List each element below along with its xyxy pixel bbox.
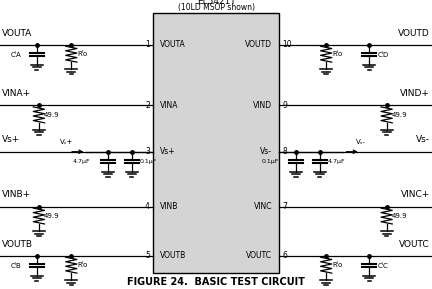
Text: VINA+: VINA+ bbox=[2, 89, 31, 98]
Text: VOUTD: VOUTD bbox=[398, 29, 430, 38]
Text: 2: 2 bbox=[145, 101, 150, 110]
Text: CᴵC: CᴵC bbox=[377, 263, 388, 269]
Bar bbox=[153, 13, 279, 273]
Text: 4: 4 bbox=[145, 202, 150, 211]
Text: VOUTC: VOUTC bbox=[399, 240, 430, 249]
Text: VOUTB: VOUTB bbox=[2, 240, 33, 249]
Text: 0.1μF: 0.1μF bbox=[261, 159, 279, 164]
Text: FIGURE 24.  BASIC TEST CIRCUIT: FIGURE 24. BASIC TEST CIRCUIT bbox=[127, 277, 305, 287]
Text: CᴵD: CᴵD bbox=[377, 52, 388, 58]
Text: Vₛ+: Vₛ+ bbox=[60, 138, 73, 144]
Text: 9: 9 bbox=[282, 101, 287, 110]
Text: Rᴵo: Rᴵo bbox=[78, 51, 88, 57]
Text: (10LD MSOP shown): (10LD MSOP shown) bbox=[178, 3, 254, 12]
Text: 49.9: 49.9 bbox=[44, 213, 60, 219]
Text: VINC+: VINC+ bbox=[400, 190, 430, 199]
Text: 4.7μF: 4.7μF bbox=[327, 159, 345, 164]
Text: 1: 1 bbox=[145, 40, 150, 49]
Text: EL5421T: EL5421T bbox=[197, 0, 235, 6]
Text: 5: 5 bbox=[145, 251, 150, 260]
Text: VOUTD: VOUTD bbox=[245, 40, 272, 49]
Text: 7: 7 bbox=[282, 202, 287, 211]
Text: 49.9: 49.9 bbox=[392, 213, 407, 219]
Text: VOUTA: VOUTA bbox=[2, 29, 32, 38]
Text: 49.9: 49.9 bbox=[392, 112, 407, 118]
Text: 4.7μF: 4.7μF bbox=[73, 159, 91, 164]
Text: Vs-: Vs- bbox=[416, 136, 430, 144]
Text: VOUTA: VOUTA bbox=[160, 40, 186, 49]
Text: 8: 8 bbox=[282, 147, 287, 156]
Text: Rᴵo: Rᴵo bbox=[78, 262, 88, 268]
Text: Rᴵo: Rᴵo bbox=[333, 262, 343, 268]
Text: VIND: VIND bbox=[253, 101, 272, 110]
Text: CᴵB: CᴵB bbox=[11, 263, 22, 269]
Text: VOUTB: VOUTB bbox=[160, 251, 186, 260]
Text: Rᴵo: Rᴵo bbox=[333, 51, 343, 57]
Text: CᴵA: CᴵA bbox=[11, 52, 22, 58]
Text: Vs-: Vs- bbox=[260, 147, 272, 156]
Text: 3: 3 bbox=[145, 147, 150, 156]
Text: VIND+: VIND+ bbox=[400, 89, 430, 98]
Text: 10: 10 bbox=[282, 40, 292, 49]
Text: VOUTC: VOUTC bbox=[246, 251, 272, 260]
Text: 0.1μF: 0.1μF bbox=[140, 159, 157, 164]
Text: Vₛ-: Vₛ- bbox=[356, 138, 366, 144]
Text: 6: 6 bbox=[282, 251, 287, 260]
Text: VINA: VINA bbox=[160, 101, 178, 110]
Text: Vs+: Vs+ bbox=[2, 136, 20, 144]
Text: VINB+: VINB+ bbox=[2, 190, 31, 199]
Text: Vs+: Vs+ bbox=[160, 147, 175, 156]
Text: VINC: VINC bbox=[254, 202, 272, 211]
Text: 49.9: 49.9 bbox=[44, 112, 60, 118]
Text: VINB: VINB bbox=[160, 202, 178, 211]
